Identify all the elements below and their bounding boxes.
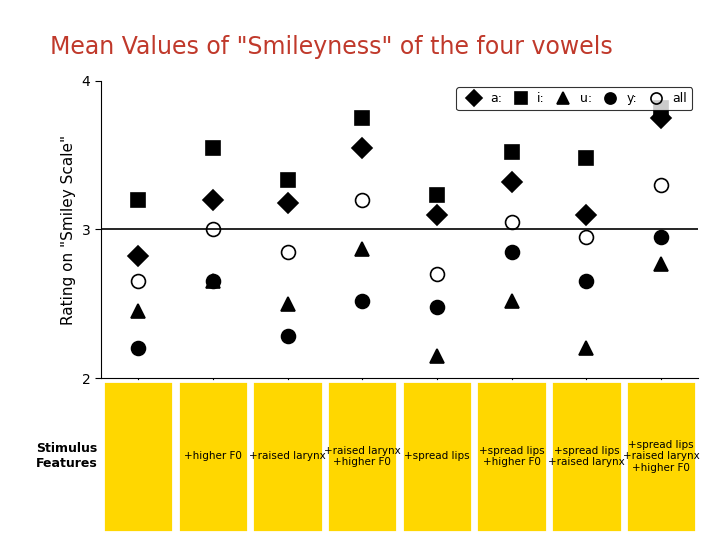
Text: +spread lips
+raised larynx
+higher F0: +spread lips +raised larynx +higher F0: [623, 440, 699, 473]
Text: Stimulus
Features: Stimulus Features: [35, 442, 97, 470]
Text: +raised larynx
+higher F0: +raised larynx +higher F0: [324, 446, 400, 467]
Text: +spread lips
+higher F0: +spread lips +higher F0: [479, 446, 544, 467]
Text: +spread lips
+raised larynx: +spread lips +raised larynx: [548, 446, 625, 467]
Legend: a:, i:, u:, y:, all: a:, i:, u:, y:, all: [456, 87, 692, 110]
Text: +spread lips: +spread lips: [404, 451, 469, 461]
Text: Mean Values of "Smileyness" of the four vowels: Mean Values of "Smileyness" of the four …: [50, 35, 613, 59]
Text: +raised larynx: +raised larynx: [249, 451, 326, 461]
Text: +higher F0: +higher F0: [184, 451, 242, 461]
Y-axis label: Rating on "Smiley Scale": Rating on "Smiley Scale": [61, 134, 76, 325]
